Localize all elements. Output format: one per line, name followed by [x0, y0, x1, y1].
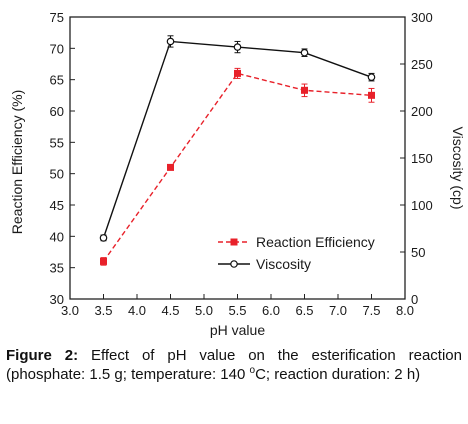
y-tick-label: 60 — [50, 104, 64, 119]
legend-viscosity-label: Viscosity — [256, 256, 311, 272]
reaction-efficiency-point — [368, 91, 375, 99]
legend: Reaction Efficiency Viscosity — [218, 234, 375, 272]
y-tick-labels: 30 35 40 45 50 55 60 65 70 75 — [50, 10, 64, 307]
y2-axis-title: Viscosity (cp) — [450, 127, 466, 210]
x-tick-label: 5.5 — [228, 303, 246, 318]
y2-tick-label: 150 — [411, 151, 433, 166]
caption-text-2: C; reaction duration: 2 h) — [255, 366, 421, 383]
reaction-efficiency-point — [100, 257, 107, 265]
plot-frame — [69, 16, 406, 300]
y-tick-label: 65 — [50, 73, 64, 88]
viscosity-point — [166, 37, 175, 46]
y2-tick-label: 250 — [411, 57, 433, 72]
x-tick-label: 5.0 — [195, 303, 213, 318]
x-tick-label: 8.0 — [396, 303, 414, 318]
x-axis-title: pH value — [210, 322, 265, 338]
y-tick-label: 35 — [50, 261, 64, 276]
y-tick-label: 30 — [50, 292, 64, 307]
viscosity-point — [300, 48, 309, 57]
caption-label: Figure 2: — [6, 347, 79, 364]
y-tick-label: 45 — [50, 198, 64, 213]
y2-tick-label: 0 — [411, 292, 418, 307]
y-tick-label: 50 — [50, 167, 64, 182]
x-tick-label: 7.0 — [329, 303, 347, 318]
x-tick-label: 4.5 — [161, 303, 179, 318]
series-layer — [99, 35, 376, 266]
reaction-efficiency-point — [234, 69, 241, 77]
legend-reaction-efficiency-marker — [230, 238, 238, 246]
y2-tick-labels: 0 50 100 150 200 250 300 — [411, 10, 433, 307]
viscosity-point — [233, 43, 242, 51]
viscosity-point — [99, 234, 108, 242]
x-tick-label: 7.5 — [362, 303, 380, 318]
axis-ticks — [69, 16, 406, 300]
y2-tick-label: 300 — [411, 10, 433, 25]
legend-reaction-efficiency-label: Reaction Efficiency — [256, 234, 375, 250]
x-tick-label: 6.0 — [262, 303, 280, 318]
caption-text-1: Effect of pH value on the esterification… — [6, 347, 462, 383]
x-tick-labels: 3.0 3.5 4.0 4.5 5.0 5.5 6.0 6.5 7.0 7.5 8.0 — [61, 303, 414, 318]
y2-tick-label: 200 — [411, 104, 433, 119]
x-tick-label: 3.0 — [61, 303, 79, 318]
y-axis-title: Reaction Efficiency (%) — [9, 90, 25, 234]
y-tick-label: 75 — [50, 10, 64, 25]
x-tick-label: 6.5 — [295, 303, 313, 318]
viscosity-point — [367, 73, 376, 81]
y-tick-label: 40 — [50, 229, 64, 244]
reaction-efficiency-line — [102, 72, 372, 262]
x-tick-label: 4.0 — [128, 303, 146, 318]
figure-caption: Figure 2: Effect of pH value on the este… — [6, 346, 462, 384]
x-tick-label: 3.5 — [94, 303, 112, 318]
caption-degree-sup: o — [249, 365, 256, 376]
reaction-efficiency-point — [301, 86, 308, 94]
y2-tick-label: 50 — [411, 245, 425, 260]
y-tick-label: 55 — [50, 135, 64, 150]
chart: 3.0 3.5 4.0 4.5 5.0 5.5 6.0 6.5 7.0 7.5 8.0 30 35 40… — [9, 10, 466, 338]
reaction-efficiency-point — [167, 163, 174, 171]
legend-viscosity-marker — [230, 260, 238, 268]
y-tick-label: 70 — [50, 41, 64, 56]
y2-tick-label: 100 — [411, 198, 433, 213]
